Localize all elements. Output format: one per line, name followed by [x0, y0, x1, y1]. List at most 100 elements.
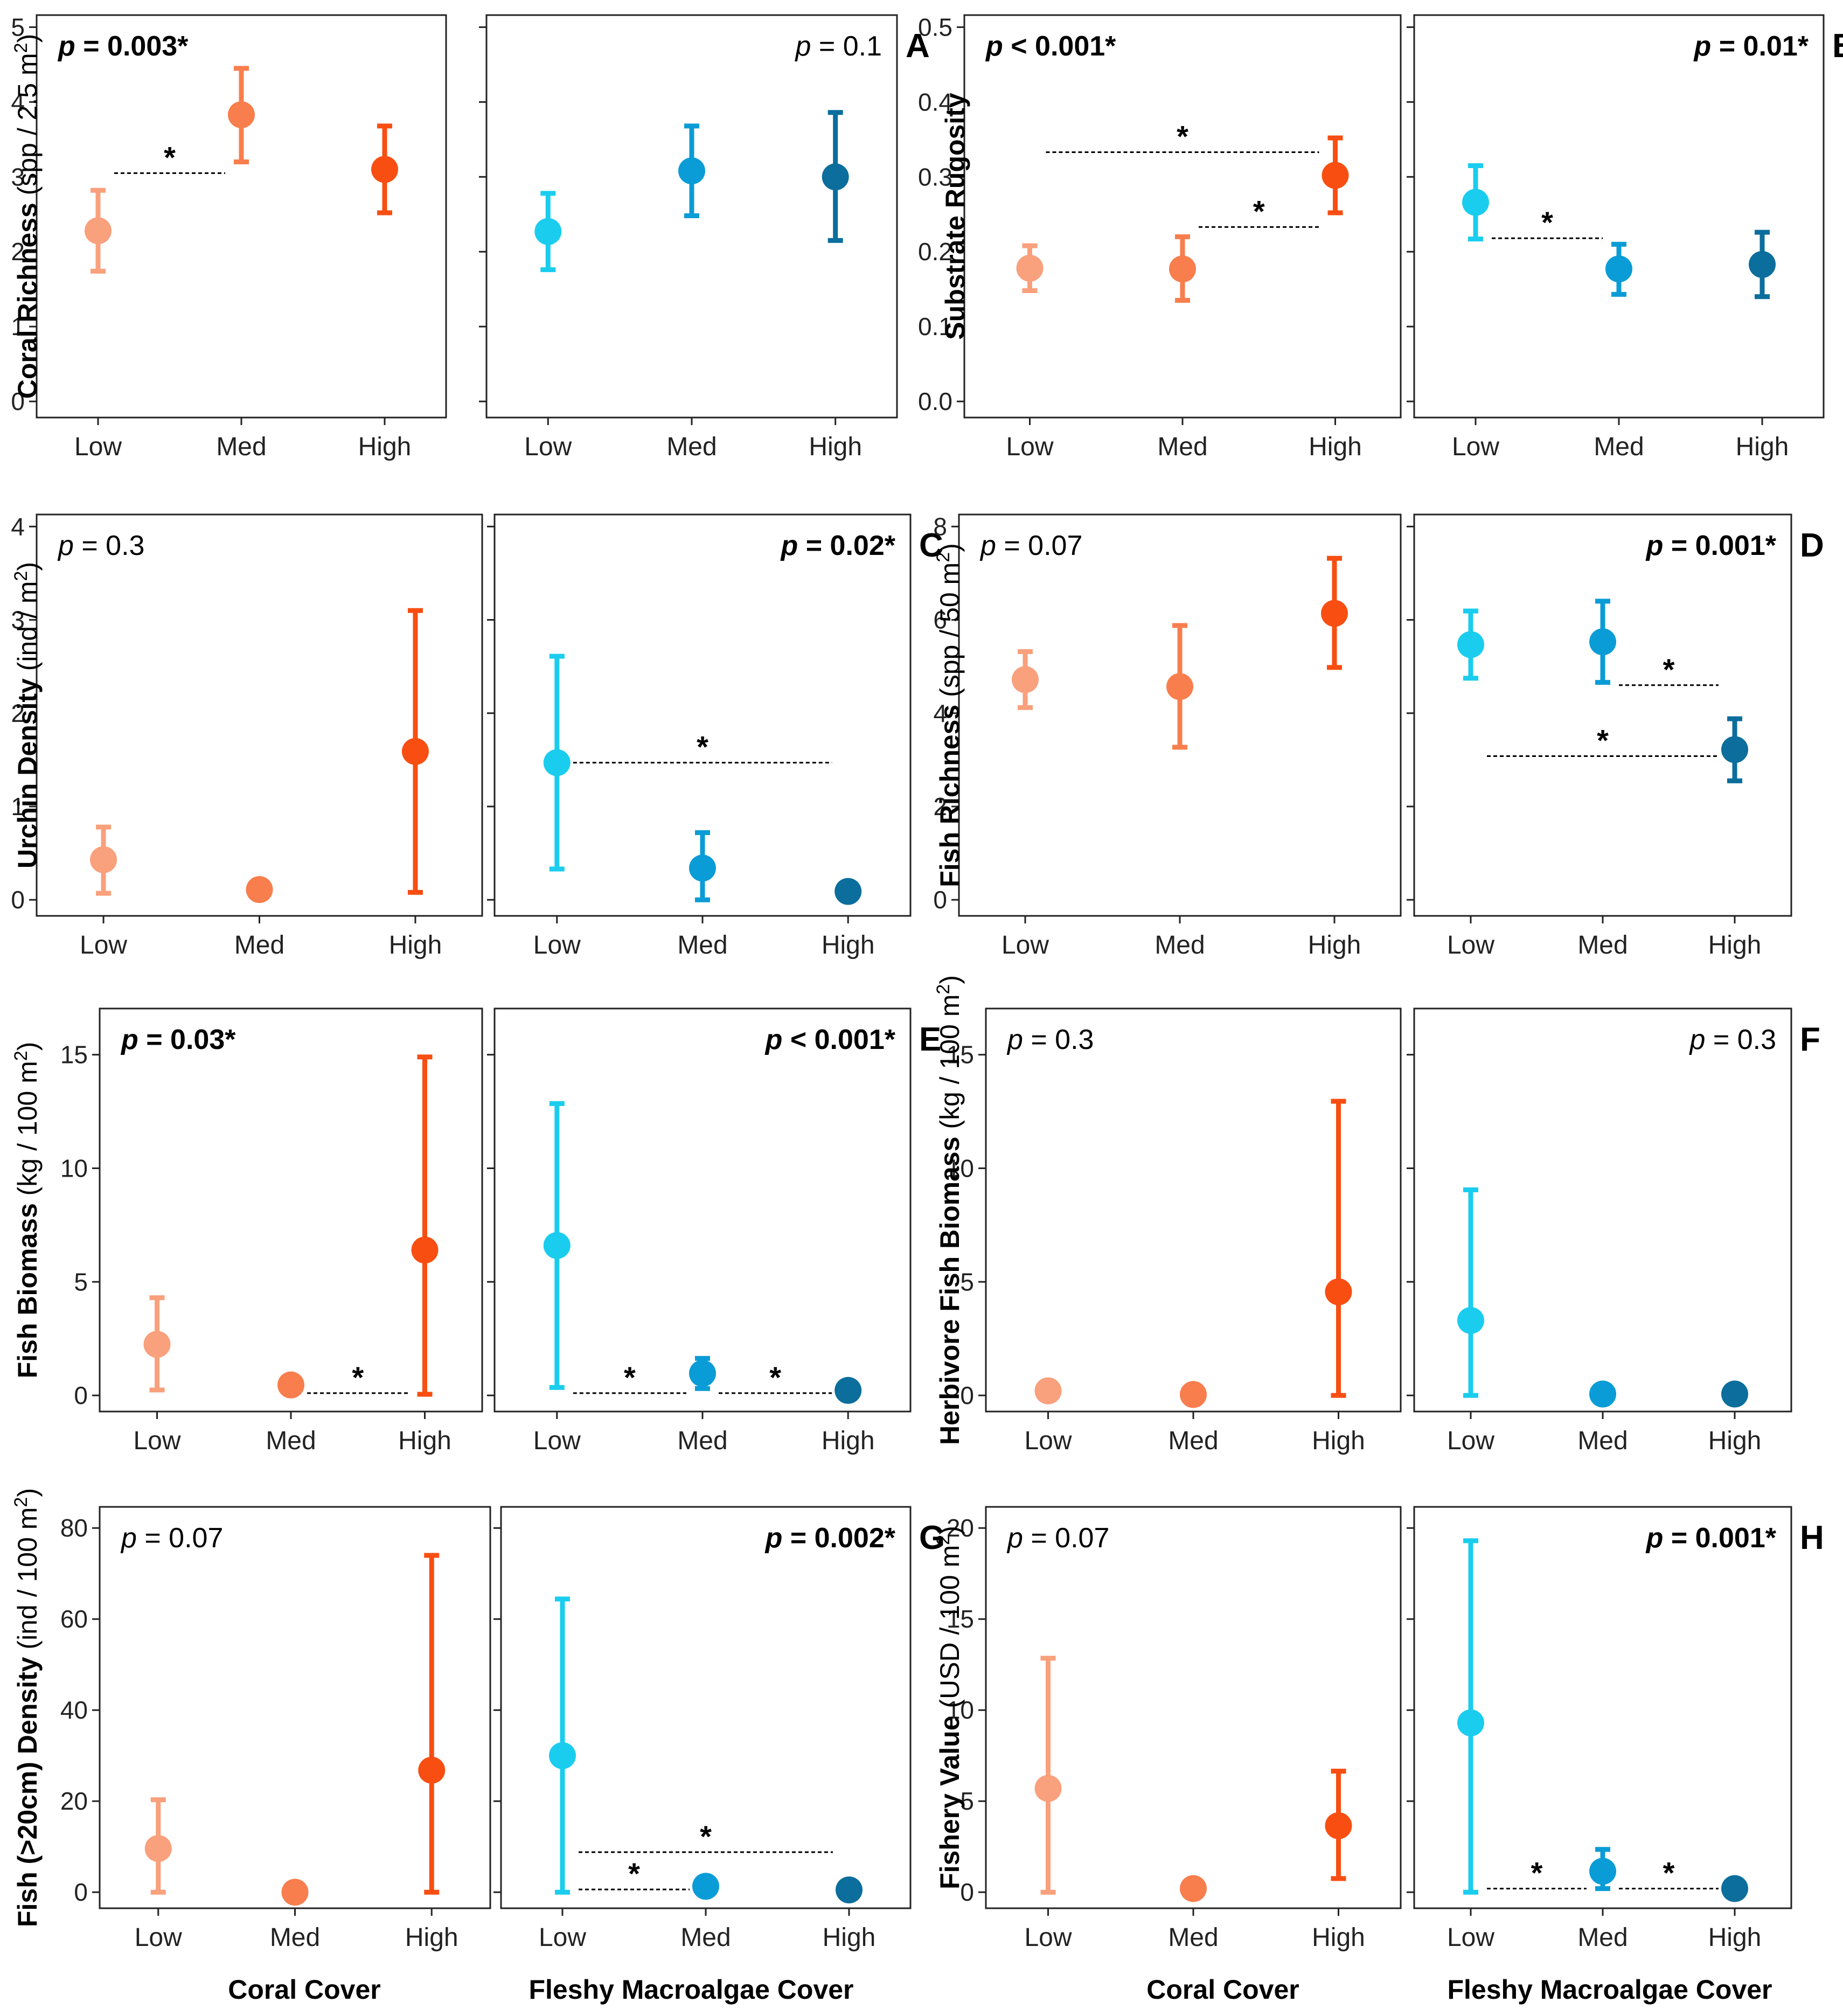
x-tick-label: Low	[74, 433, 122, 461]
mean-point-low	[549, 1742, 576, 1769]
mean-point-low	[143, 1331, 171, 1358]
subplot-h-coral: 0 5 10 15 20 Low Med High p = 0.07	[947, 1506, 1402, 1952]
y-tick-label: 0.1	[918, 312, 952, 340]
y-tick-label: 10	[947, 1154, 974, 1182]
significance-star: *	[700, 1819, 712, 1853]
y-tick-label: 2	[11, 699, 25, 727]
significance-star: *	[1177, 119, 1188, 153]
p-value: = 0.001*	[1663, 1523, 1776, 1554]
mean-point-med	[228, 101, 255, 128]
subplot-b-algae: Low Med High * p = 0.01*	[1407, 14, 1825, 461]
mean-point-high	[836, 1876, 863, 1903]
mean-point-med	[689, 1360, 716, 1387]
significance-star: *	[1531, 1855, 1543, 1889]
p-value-label: p = 0.03*	[120, 1024, 236, 1055]
subplot-c-algae: Low Med High * p = 0.02*	[487, 513, 912, 960]
y-tick-label: 6	[933, 606, 947, 634]
mean-point-high	[1721, 736, 1748, 763]
subplot-f-algae: Low Med High p = 0.3	[1407, 1007, 1792, 1455]
y-tick-label: 20	[947, 1514, 974, 1542]
p-symbol: p	[780, 530, 798, 561]
panels-layer: 0 1 2 3 4 5 Low Med High * p = 0.003* Low Med High p =…	[11, 13, 1843, 1952]
p-symbol: p	[795, 31, 811, 62]
p-symbol: p	[1006, 1523, 1023, 1554]
y-axis-label-main: Herbivore Fish Biomass	[935, 1137, 965, 1445]
mean-point-med	[678, 157, 705, 185]
subplot-d-algae: Low Med High * * p = 0.001*	[1407, 513, 1792, 960]
p-symbol: p	[1645, 530, 1664, 561]
x-tick-label: Low	[1452, 433, 1499, 461]
significance-star: *	[628, 1857, 640, 1890]
y-tick-label: 0.4	[918, 88, 952, 116]
mean-point-high	[401, 738, 429, 765]
p-symbol: p	[120, 1024, 138, 1055]
p-value-label: p = 0.001*	[1645, 530, 1777, 561]
mean-point-low	[1012, 666, 1039, 693]
x-tick-label: High	[1708, 1427, 1762, 1455]
p-value-label: p = 0.001*	[1645, 1523, 1777, 1554]
panel-a: 0 1 2 3 4 5 Low Med High * p = 0.003* Low Med High p =…	[11, 13, 930, 461]
mean-point-low	[543, 749, 571, 776]
significance-star: *	[1663, 652, 1675, 686]
y-tick-label: 5	[960, 1787, 974, 1815]
mean-point-high	[834, 1377, 862, 1404]
x-tick-label: High	[1312, 1427, 1365, 1455]
panel-h: 0 5 10 15 20 Low Med High p = 0.07 Low Med High * * p …	[933, 1506, 1824, 1952]
significance-star: *	[697, 730, 708, 764]
x-tick-label: Med	[677, 1427, 727, 1455]
y-axis-label-sup: 2	[11, 1497, 31, 1507]
mean-point-low	[1457, 1709, 1484, 1736]
p-symbol: p	[1645, 1523, 1664, 1554]
mean-point-low	[1462, 189, 1489, 216]
x-tick-label: Med	[1155, 931, 1205, 960]
y-tick-label: 0	[11, 387, 25, 415]
significance-star: *	[769, 1360, 781, 1394]
x-tick-label: Low	[133, 1427, 180, 1455]
mean-point-high	[1749, 251, 1776, 278]
y-tick-label: 15	[947, 1041, 974, 1069]
subplot-g-algae: Low Med High * * p = 0.002*	[493, 1506, 912, 1952]
x-tick-label: Med	[1157, 433, 1207, 461]
y-tick-label: 5	[74, 1268, 88, 1296]
significance-star: *	[1541, 205, 1553, 239]
x-tick-label: Low	[80, 931, 127, 960]
panel-letter: C	[919, 527, 943, 564]
x-tick-label: Med	[216, 433, 266, 461]
x-tick-label: High	[1309, 433, 1362, 461]
x-tick-label: High	[823, 1923, 876, 1952]
mean-point-low	[85, 217, 112, 245]
subplot-c-coral: 0 1 2 3 4 Low Med High p = 0.3	[11, 512, 483, 960]
panel-letter: D	[1800, 527, 1824, 564]
x-tick-label: High	[389, 931, 442, 960]
p-value: = 0.3	[1023, 1024, 1094, 1055]
significance-star: *	[164, 140, 176, 174]
x-tick-label: Med	[666, 433, 717, 461]
y-axis-label: Herbivore Fish Biomass (kg / 100 m2)	[933, 975, 965, 1445]
p-symbol: p	[985, 31, 1003, 62]
p-value: = 0.003*	[75, 31, 189, 62]
p-symbol: p	[764, 1024, 783, 1055]
y-tick-label: 4	[11, 512, 25, 540]
p-symbol: p	[1693, 31, 1712, 62]
mean-point-high	[1721, 1380, 1748, 1408]
y-tick-label: 20	[60, 1787, 88, 1815]
y-axis-label: Fishery Value (USD / 100 m2)	[933, 1526, 965, 1889]
mean-point-low	[1457, 631, 1484, 658]
y-axis-label-close: )	[12, 1488, 43, 1497]
significance-star: *	[1597, 723, 1609, 757]
y-axis-label-sup: 2	[933, 984, 954, 995]
y-tick-label: 4	[933, 699, 947, 727]
y-axis-label-close: )	[12, 562, 43, 571]
panel-letter: B	[1832, 27, 1843, 65]
x-tick-label: Low	[1447, 931, 1494, 960]
mean-point-low	[144, 1835, 172, 1862]
p-value: = 0.3	[74, 530, 145, 561]
x-tick-label: High	[1736, 433, 1789, 461]
y-axis-label-unit: (spp / 2.5 m	[12, 53, 43, 203]
y-axis-label-unit: (ind / m	[12, 581, 43, 679]
mean-point-med	[1180, 1381, 1207, 1408]
y-axis-label-main: Fishery Value	[935, 1715, 965, 1889]
panel-letter: H	[1800, 1519, 1824, 1556]
significance-star: *	[352, 1360, 364, 1394]
mean-point-med	[281, 1879, 309, 1906]
